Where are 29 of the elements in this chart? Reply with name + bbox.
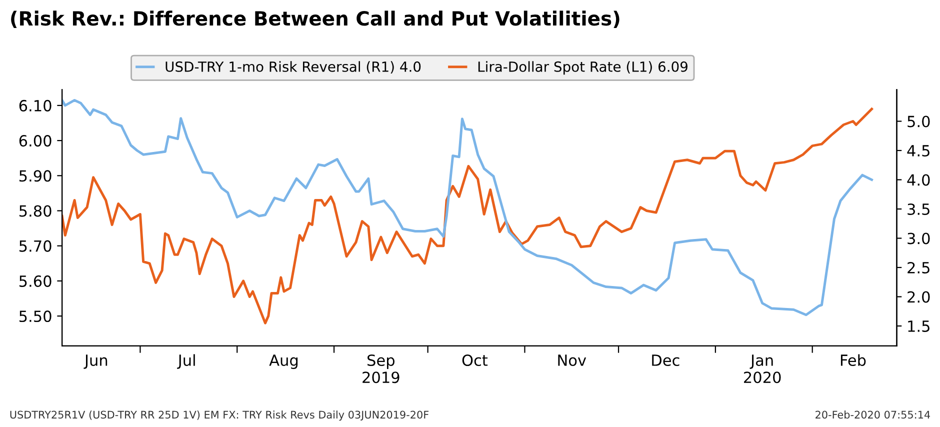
y2-tick-label: 2.0 — [908, 291, 930, 303]
x-tick-label: Sep 2019 — [362, 354, 400, 384]
x-tick-label: Jun — [84, 354, 108, 369]
y2-tick-label: 2.5 — [908, 262, 930, 274]
text: USDTRY25R1V (USD-TRY RR 25D 1V) EM FX: TRY Risk Revs Daily 03JUN2019-20F — [10, 410, 428, 421]
legend-label: Lira-Dollar Spot Rate (L1) 6.09 — [478, 61, 688, 75]
x-tick-label: Nov — [558, 354, 586, 366]
y-tick-label: 6.10 — [19, 100, 52, 112]
y2-tick-label: 5.0 — [908, 116, 930, 128]
y-tick-label: 5.80 — [19, 205, 52, 217]
y-tick-label: 5.90 — [19, 170, 52, 182]
x-tick-label: Oct — [462, 354, 488, 366]
y2-tick-label: 4.5 — [907, 145, 930, 157]
text: 20-Feb-2020 07:55:14 — [816, 410, 930, 419]
y2-tick-label: 3.5 — [908, 203, 930, 216]
legend-label: USD-TRY 1-mo Risk Reversal (R1) 4.0 — [166, 61, 421, 74]
y2-tick-label: 3.0 — [908, 232, 930, 244]
chart-title: (Risk Rev.: Difference Between Call and Put Volatilities) — [11, 10, 620, 28]
y-tick-label: 5.60 — [19, 275, 52, 287]
y2-tick-label: 1.5 — [908, 320, 930, 332]
x-tick-label: Jan 2020 — [744, 354, 781, 384]
x-tick-label: Jul — [177, 354, 195, 369]
y-tick-label: 5.70 — [19, 240, 52, 252]
y-tick-label: 5.50 — [19, 310, 52, 322]
x-tick-label: Dec — [652, 354, 680, 366]
x-tick-label: Aug — [269, 354, 298, 369]
y2-tick-label: 4.0 — [907, 174, 930, 186]
x-tick-label: Feb — [840, 354, 866, 366]
y-tick-label: 6.00 — [19, 135, 52, 147]
